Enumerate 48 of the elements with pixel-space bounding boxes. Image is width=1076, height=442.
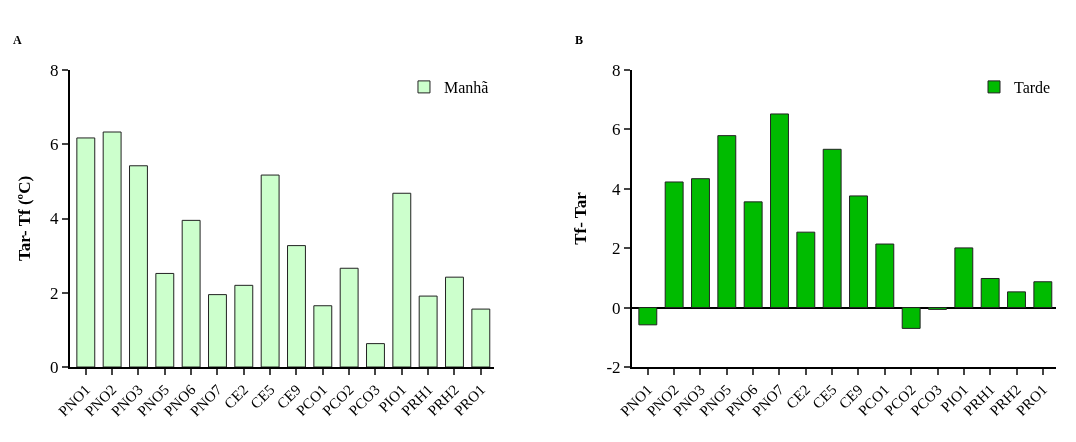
bar [796,231,816,309]
bar [418,295,438,367]
y-axis-title: Tar- Tf (ºC) [15,175,35,262]
y-tick-label: 8 [50,60,59,80]
bar [954,247,974,309]
bar [129,165,148,367]
bar [691,178,710,309]
y-tick-label: 2 [50,283,59,303]
bar [743,201,763,309]
bar [1033,281,1053,309]
bar [849,195,868,309]
y-tick-label: 0 [50,357,59,377]
bar [366,343,385,367]
bar [638,307,658,326]
legend-label: Manhã [443,79,489,97]
bar [287,245,306,367]
bar [822,148,842,309]
bar [260,174,280,367]
chart-title: A [13,33,22,47]
bar [234,284,254,367]
bar [717,135,737,309]
bar [313,305,333,367]
bar [875,243,895,309]
bar [181,219,201,367]
y-tick-label: 2 [612,239,621,259]
y-tick-label: 0 [612,298,621,318]
y-axis-title: Tf- Tar [571,191,591,245]
legend-label: Tarde [1014,79,1051,97]
bar [664,181,684,309]
bar [102,131,122,367]
bar [155,272,175,367]
bar [445,276,464,367]
y-tick-label: 6 [612,120,621,140]
bar [76,137,96,367]
y-tick-label: -2 [606,357,621,377]
bar [901,307,921,329]
y-tick-label: 6 [50,135,59,155]
y-tick-label: 4 [612,179,622,199]
bar [208,294,227,367]
y-tick-label: 8 [612,60,621,80]
bar [392,192,412,367]
bar [770,113,789,309]
bar [471,308,491,367]
y-tick-label: 4 [50,209,60,229]
chart-title: B [575,33,584,47]
bar [339,267,359,367]
bar [1007,291,1026,309]
bar [980,277,1000,309]
